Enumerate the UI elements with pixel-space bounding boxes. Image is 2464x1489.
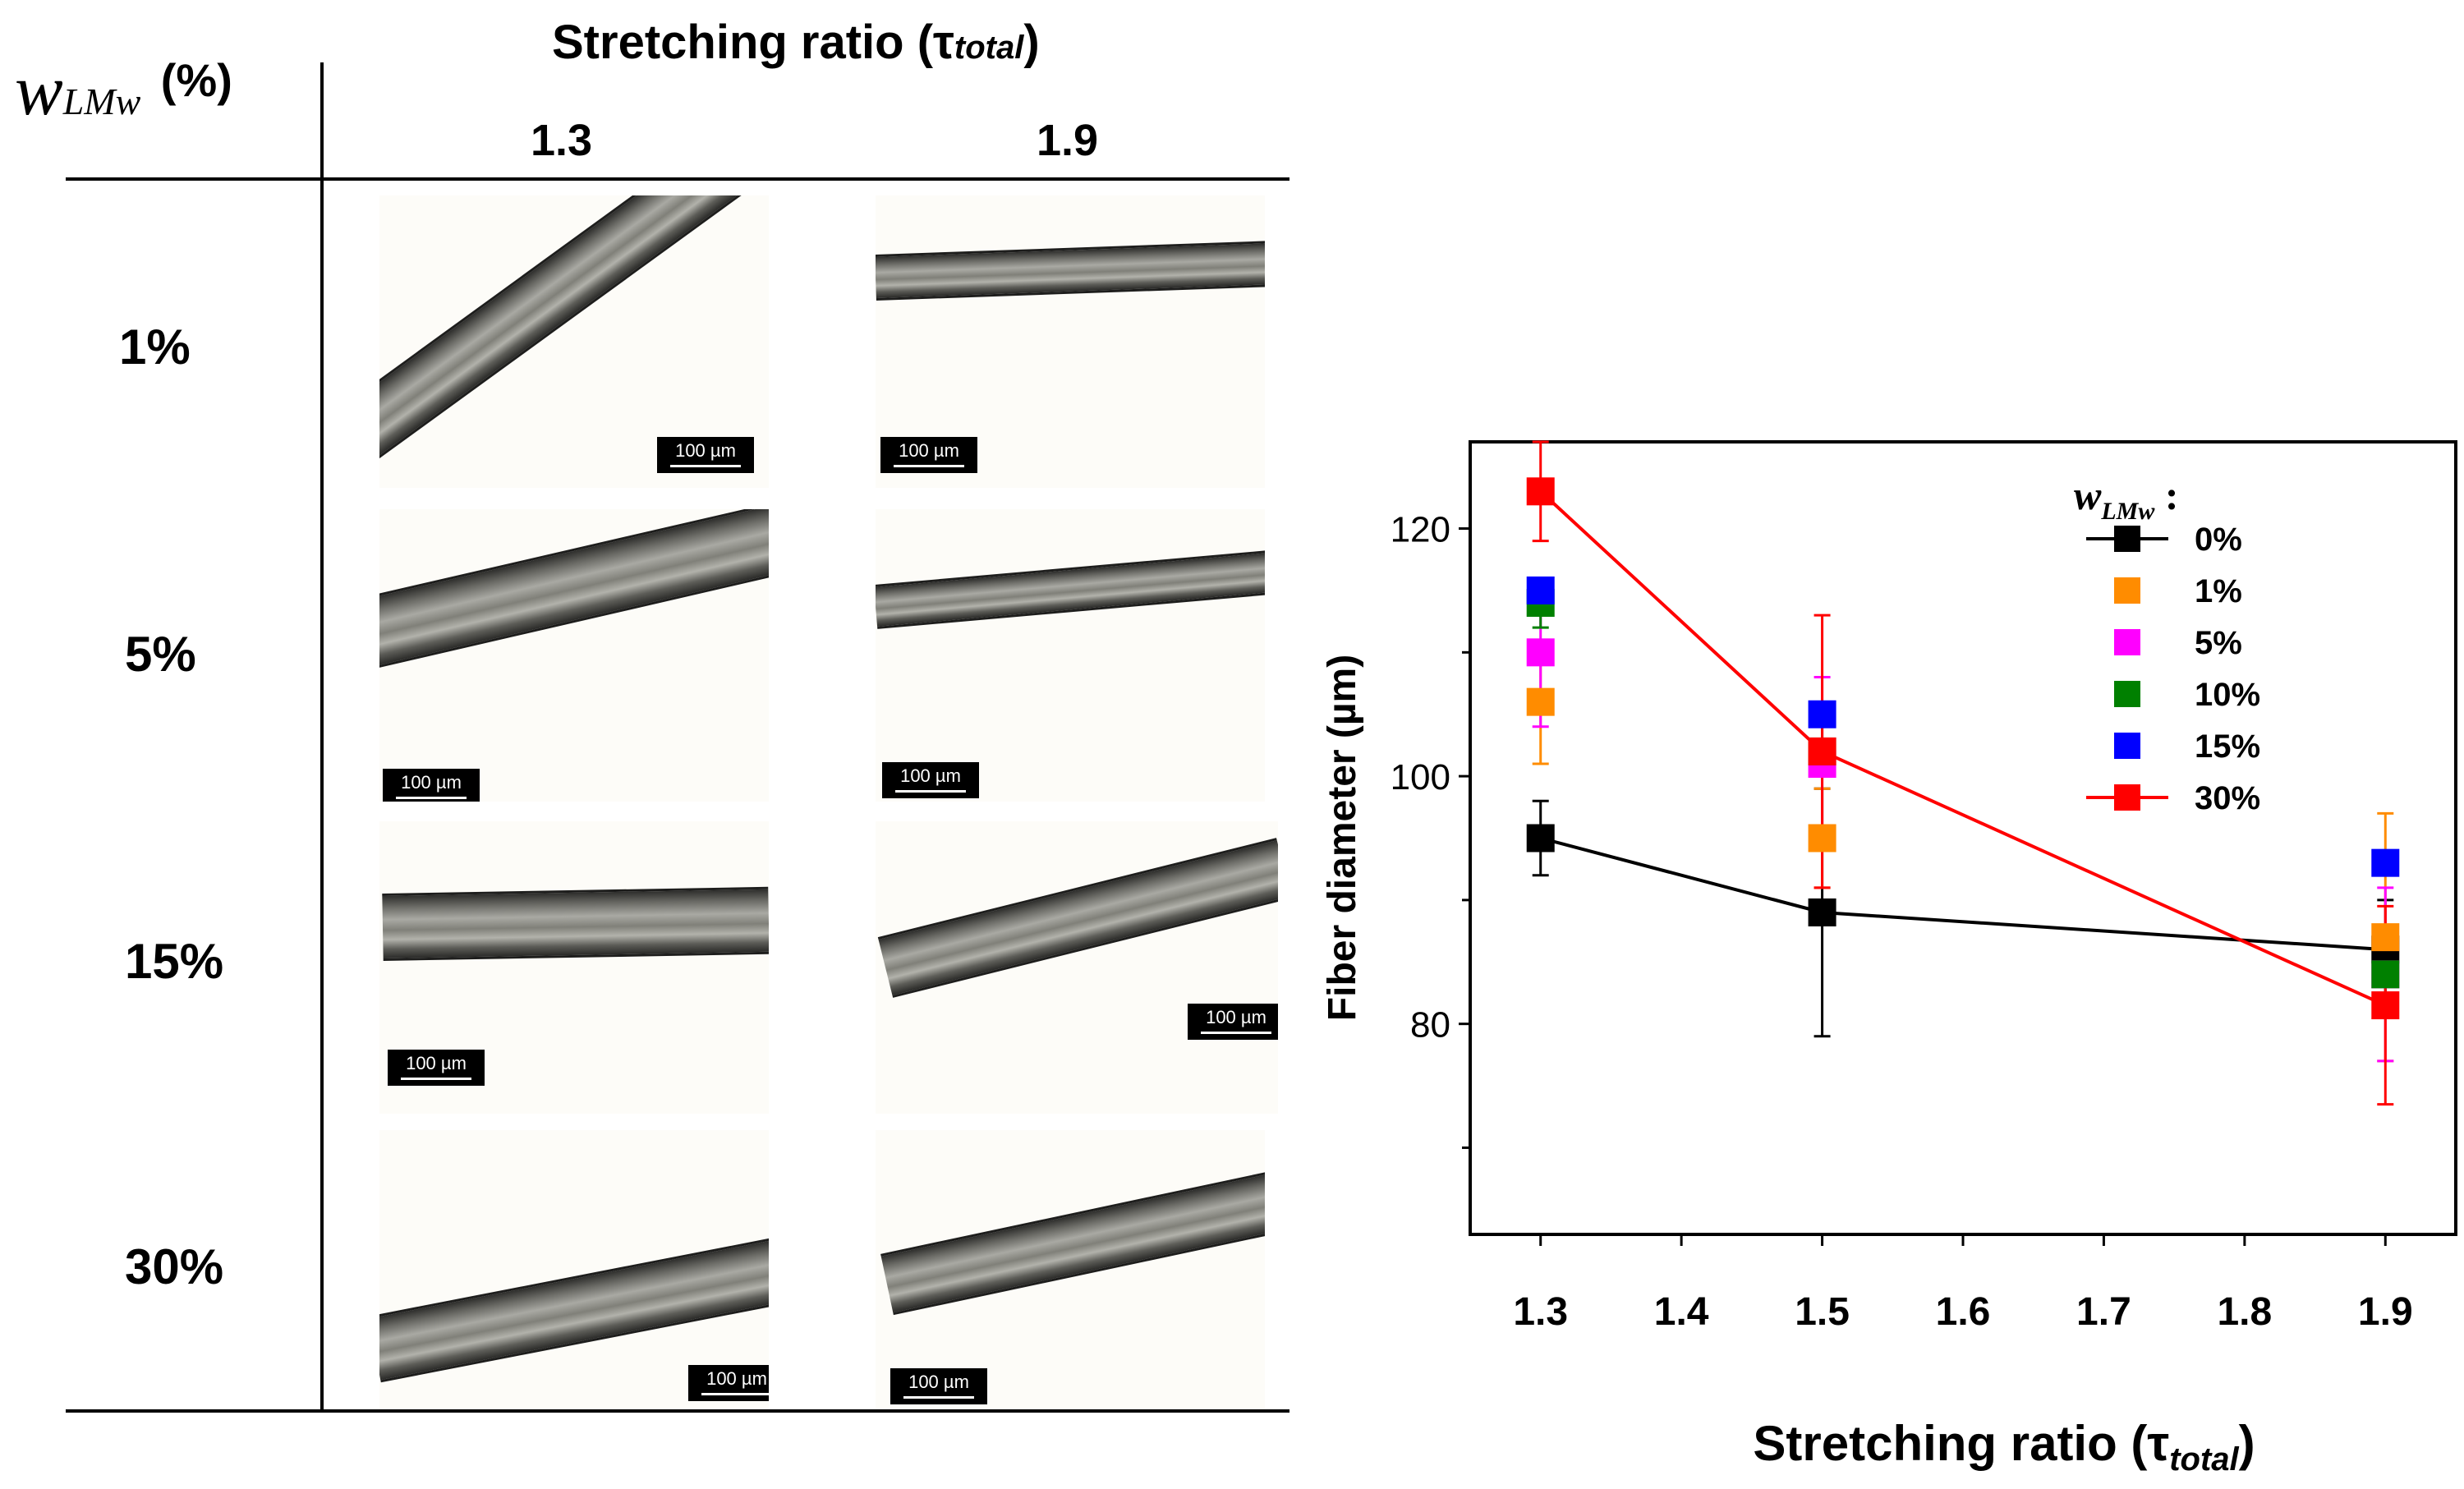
micrograph-15pct-1-9: 100 µm xyxy=(876,821,1278,1114)
column-label-1-9: 1.9 xyxy=(1037,116,1099,165)
legend-marker xyxy=(2114,526,2140,552)
scale-bar: 100 µm xyxy=(388,1050,485,1086)
micrograph-1pct-1-9: 100 µm xyxy=(876,195,1265,488)
data-point xyxy=(1808,898,1837,926)
column-label-1-3: 1.3 xyxy=(531,116,593,165)
x-axis-label: Stretching ratio (τtotal) xyxy=(1753,1416,2255,1478)
data-point xyxy=(1526,824,1555,852)
scale-bar: 100 µm xyxy=(657,437,754,473)
scale-bar: 100 µm xyxy=(383,769,480,802)
table-header-rule xyxy=(66,177,1289,181)
legend-marker xyxy=(2114,681,2140,707)
legend-label: 15% xyxy=(2195,728,2260,765)
table-vertical-rule xyxy=(320,62,324,1409)
x-tick-label: 1.9 xyxy=(2358,1290,2413,1334)
micrograph-15pct-1-3: 100 µm xyxy=(379,821,769,1114)
legend-title: wLMw : xyxy=(2074,472,2179,525)
legend-marker xyxy=(2114,629,2140,655)
legend-marker xyxy=(2114,733,2140,759)
row-label-15pct: 15% xyxy=(125,934,224,989)
legend-marker xyxy=(2114,577,2140,604)
y-axis-label: Fiber diameter (µm) xyxy=(1321,655,1364,1021)
data-point xyxy=(1808,737,1837,765)
row-label-5pct: 5% xyxy=(125,627,196,682)
micrograph-1pct-1-3: 100 µm xyxy=(379,195,769,488)
stretching-ratio-header: Stretching ratio (τtotal) xyxy=(552,16,1040,69)
legend-label: 5% xyxy=(2195,625,2242,661)
series-line-0% xyxy=(1540,836,2386,952)
scale-bar: 100 µm xyxy=(1188,1004,1278,1040)
w-lmw-header: wLMw (%) xyxy=(15,51,232,131)
data-point xyxy=(1526,638,1555,667)
legend-label: 0% xyxy=(2195,522,2242,558)
micrograph-30pct-1-3: 100 µm xyxy=(379,1130,769,1409)
legend-label: 10% xyxy=(2195,677,2260,713)
y-tick-label: 80 xyxy=(1410,1005,1450,1046)
x-tick-label: 1.5 xyxy=(1795,1290,1850,1334)
data-point xyxy=(2371,991,2400,1020)
x-tick-label: 1.3 xyxy=(1513,1290,1568,1334)
scale-bar: 100 µm xyxy=(688,1365,769,1401)
table-bottom-rule xyxy=(66,1409,1289,1413)
data-point xyxy=(1808,700,1837,728)
data-point xyxy=(2371,848,2400,877)
micrograph-30pct-1-9: 100 µm xyxy=(876,1130,1265,1409)
legend-label: 30% xyxy=(2195,780,2260,816)
row-label-30pct: 30% xyxy=(125,1239,224,1294)
x-tick-label: 1.8 xyxy=(2217,1290,2272,1334)
x-tick-label: 1.4 xyxy=(1654,1290,1709,1334)
data-point xyxy=(1808,824,1837,852)
y-tick-label: 120 xyxy=(1391,510,1450,550)
data-point xyxy=(2371,960,2400,989)
scale-bar: 100 µm xyxy=(882,762,979,798)
scale-bar: 100 µm xyxy=(890,1368,987,1404)
data-point xyxy=(1526,477,1555,506)
y-tick-label: 100 xyxy=(1391,757,1450,797)
row-label-1pct: 1% xyxy=(119,319,191,375)
micrograph-5pct-1-3: 100 µm xyxy=(379,509,769,802)
data-point xyxy=(1526,687,1555,716)
data-point xyxy=(2371,923,2400,952)
scale-bar: 100 µm xyxy=(880,437,977,473)
data-point xyxy=(1526,576,1555,604)
micrograph-5pct-1-9: 100 µm xyxy=(876,509,1265,802)
x-tick-label: 1.6 xyxy=(1936,1290,1991,1334)
legend-marker xyxy=(2114,784,2140,811)
x-tick-label: 1.7 xyxy=(2076,1290,2131,1334)
legend-label: 1% xyxy=(2195,573,2242,609)
